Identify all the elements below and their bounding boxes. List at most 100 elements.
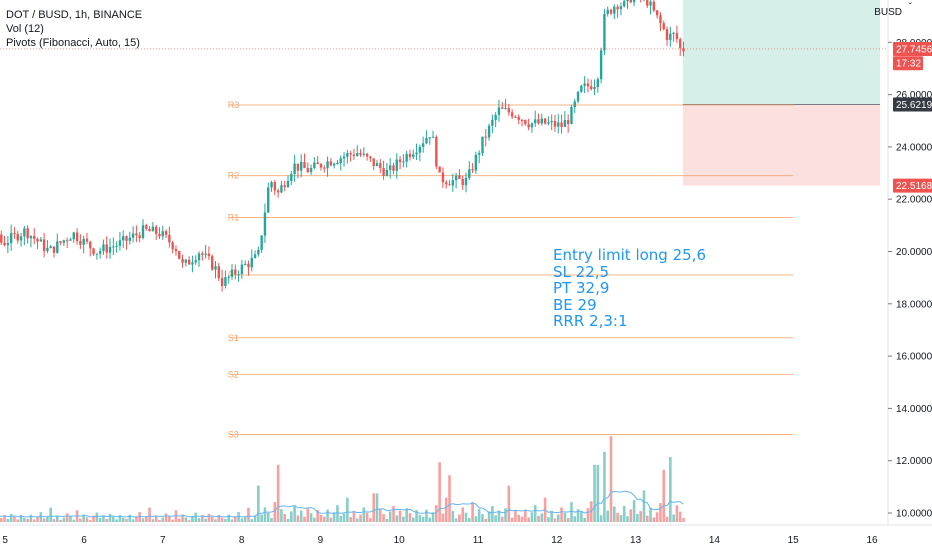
volume-bar bbox=[576, 509, 580, 522]
volume-bar bbox=[332, 512, 336, 522]
candle-body bbox=[23, 228, 26, 237]
volume-bar bbox=[62, 517, 66, 522]
volume-bar bbox=[467, 518, 471, 522]
volume-bar bbox=[540, 513, 544, 522]
pivot-label-r3: R3 bbox=[228, 100, 240, 110]
candle-body bbox=[164, 231, 168, 235]
volume-bar bbox=[65, 513, 69, 522]
candle-body bbox=[42, 239, 46, 252]
trade-note[interactable]: Entry limit long 25,6 SL 22,5 PT 32,9 BE… bbox=[553, 247, 706, 330]
volume-bar bbox=[177, 518, 181, 522]
volume-bar bbox=[95, 512, 99, 522]
candle-body bbox=[332, 163, 336, 166]
volume-bar bbox=[217, 514, 221, 522]
volume-bar bbox=[316, 510, 319, 522]
price-tick-label: 10.0000 bbox=[896, 509, 932, 520]
candle-body bbox=[6, 243, 10, 246]
candle-body bbox=[19, 236, 23, 241]
candle-body bbox=[448, 184, 451, 186]
candle-body bbox=[514, 116, 517, 118]
price-marker-label: 25.6219 bbox=[896, 100, 932, 111]
candle-body bbox=[204, 253, 207, 255]
volume-indicator-label[interactable]: Vol (12) bbox=[6, 23, 44, 35]
candle-body bbox=[141, 225, 145, 239]
volume-bar bbox=[154, 515, 158, 522]
candle-body bbox=[662, 23, 665, 30]
pivot-label-r2: R2 bbox=[228, 171, 240, 181]
volume-bar bbox=[243, 517, 247, 522]
candle-body bbox=[286, 180, 290, 188]
candle-body bbox=[471, 169, 474, 171]
candle-body bbox=[609, 9, 613, 14]
candle-body bbox=[181, 258, 184, 263]
pivot-label-s2: S2 bbox=[228, 369, 239, 379]
candle-body bbox=[517, 116, 520, 120]
candle-body bbox=[530, 123, 534, 128]
price-tick-label: 16.0000 bbox=[896, 352, 932, 363]
candle-body bbox=[336, 163, 339, 165]
candle-body bbox=[421, 143, 425, 147]
volume-bar bbox=[201, 515, 204, 522]
candle-body bbox=[151, 226, 155, 232]
volume-bar bbox=[566, 518, 570, 522]
volume-bar bbox=[204, 518, 207, 522]
candle-body bbox=[619, 6, 623, 10]
candle-body bbox=[405, 153, 408, 162]
volume-bar bbox=[599, 515, 603, 522]
candle-body bbox=[487, 125, 491, 138]
chart-legend: DOT / BUSD, 1h, BINANCE Vol (12) Pivots … bbox=[6, 8, 142, 50]
volume-bar bbox=[672, 514, 675, 522]
volume-bar bbox=[655, 512, 659, 522]
candle-body bbox=[267, 187, 270, 213]
time-tick-label: 8 bbox=[239, 535, 245, 546]
candle-body bbox=[313, 162, 316, 168]
volume-bar bbox=[431, 512, 435, 522]
volume-bar bbox=[56, 515, 59, 522]
volume-bar bbox=[13, 516, 16, 522]
candle-body bbox=[184, 259, 188, 263]
time-axis[interactable]: 5 6 7 8 9 10 11 12 13 14 15 16 bbox=[0, 524, 932, 546]
volume-bar bbox=[214, 519, 217, 522]
volume-bar bbox=[92, 515, 95, 522]
volume-bar bbox=[121, 517, 125, 522]
volume-bar bbox=[619, 515, 623, 522]
price-axis[interactable]: 32.000030.000028.000026.000024.000022.00… bbox=[887, 0, 932, 525]
volume-bar bbox=[151, 519, 155, 522]
volume-bar bbox=[639, 511, 642, 522]
stop-zone bbox=[682, 104, 880, 186]
candle-body bbox=[290, 173, 293, 181]
volume-bar bbox=[230, 519, 234, 522]
candle-body bbox=[675, 32, 679, 40]
candle-body bbox=[395, 159, 398, 171]
volume-bar bbox=[233, 516, 237, 522]
candle-body bbox=[454, 175, 458, 181]
symbol-title[interactable]: DOT / BUSD, 1h, BINANCE bbox=[6, 9, 143, 21]
volume-bar bbox=[184, 517, 188, 522]
volume-bar bbox=[487, 511, 491, 522]
candle-body bbox=[652, 1, 656, 11]
candle-body bbox=[375, 163, 379, 167]
volume-bar bbox=[72, 519, 76, 522]
currency-label[interactable]: BUSD bbox=[874, 7, 902, 18]
candle-body bbox=[131, 233, 135, 238]
volume-bar bbox=[622, 505, 626, 522]
candle-body bbox=[646, 0, 649, 6]
candle-body bbox=[227, 276, 230, 278]
volume-bar bbox=[603, 451, 606, 522]
time-tick-label: 7 bbox=[160, 535, 166, 546]
volume-bar bbox=[379, 509, 382, 522]
volume-bar bbox=[194, 512, 198, 522]
price-tick-label: 12.0000 bbox=[896, 456, 932, 467]
volume-bar bbox=[553, 518, 557, 522]
volume-bar bbox=[286, 518, 290, 522]
volume-bar bbox=[408, 513, 412, 522]
volume-bar bbox=[187, 520, 191, 522]
chevron-icon[interactable]: ˇ bbox=[908, 2, 912, 13]
candle-body bbox=[553, 120, 557, 127]
candle-body bbox=[220, 278, 224, 287]
candle-body bbox=[293, 163, 296, 174]
time-tick-label: 5 bbox=[2, 535, 8, 546]
pivots-indicator-label[interactable]: Pivots (Fibonacci, Auto, 15) bbox=[6, 37, 140, 49]
